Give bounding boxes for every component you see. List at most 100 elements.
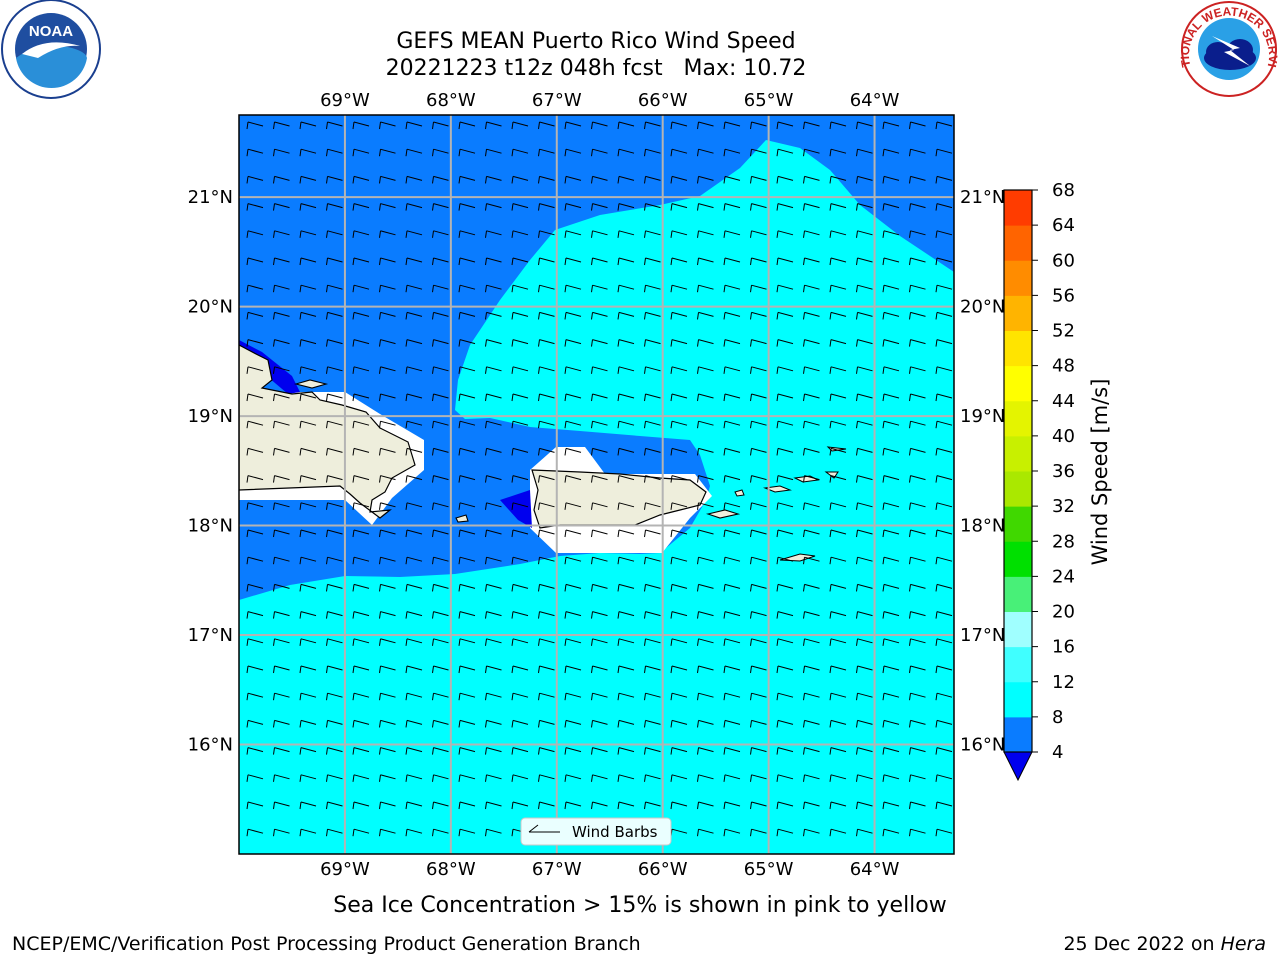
wind-barb: [856, 611, 873, 619]
wind-barb: [405, 393, 423, 402]
wind-barb: [299, 611, 317, 619]
wind-barb: [379, 583, 396, 592]
wind-barb: [723, 583, 741, 592]
colorbar-tick-label: 44: [1052, 391, 1075, 412]
noaa-logo: NOAA: [1, 0, 101, 99]
wind-barb: [591, 774, 608, 782]
wind-barb: [644, 502, 661, 510]
wind-barb: [723, 447, 741, 456]
wind-barb: [829, 774, 847, 782]
wind-barb: [458, 638, 476, 646]
wind-barb: [326, 556, 343, 565]
land-hispaniola: [239, 344, 416, 519]
wind-barb: [670, 339, 688, 347]
wind-barb: [644, 638, 661, 646]
band-8-12: [239, 140, 954, 854]
wind-barb: [776, 420, 794, 429]
wind-barb: [458, 230, 476, 238]
wind-barb: [511, 638, 529, 646]
wind-barb: [829, 311, 847, 320]
wind-barb: [803, 529, 820, 538]
wind-barb: [432, 393, 449, 402]
wind-barb: [485, 638, 502, 646]
wind-barb: [776, 556, 794, 565]
wind-barb: [405, 502, 423, 510]
wind-barb: [352, 611, 370, 619]
wind-barb: [511, 148, 529, 157]
wind-barb: [670, 774, 688, 782]
lon-label-top: 65°W: [744, 90, 794, 111]
wind-barb: [591, 121, 608, 130]
wind-barb: [909, 801, 926, 810]
wind-barb: [776, 638, 794, 646]
wind-barb: [299, 284, 317, 293]
wind-barb: [670, 284, 688, 293]
wind-barb: [273, 447, 290, 456]
wind-barb: [617, 719, 635, 728]
wind-barb: [485, 502, 502, 510]
wind-barb: [326, 339, 343, 347]
wind-barb: [856, 638, 873, 646]
wind-barb: [326, 230, 343, 238]
wind-barb: [617, 502, 635, 510]
wind-barb: [273, 203, 290, 211]
wind-barb: [246, 692, 264, 701]
wind-barb: [591, 475, 608, 483]
lat-label-right: 18°N: [960, 516, 1005, 537]
wind-barb: [829, 284, 847, 293]
wind-barb: [935, 692, 953, 701]
colorbar-tick-label: 4: [1052, 742, 1063, 763]
wind-barb: [485, 284, 502, 293]
wind-barb: [670, 420, 688, 429]
wind-barb: [644, 583, 661, 592]
wind-barb: [909, 556, 926, 565]
wind-barb: [776, 175, 794, 184]
wind-barb: [670, 311, 688, 320]
wind-barb: [379, 502, 396, 510]
wind-barb: [246, 257, 264, 266]
wind-barb: [405, 556, 423, 565]
wind-barb: [273, 420, 290, 429]
wind-barb: [591, 665, 608, 674]
wind-barb: [564, 393, 582, 402]
wind-barb: [538, 366, 555, 374]
wind-barb: [564, 719, 582, 728]
wind-barb: [326, 420, 343, 429]
wind-barb: [352, 121, 370, 130]
lat-label-left: 18°N: [188, 516, 233, 537]
wind-barb: [670, 393, 688, 402]
wind-barb: [803, 611, 820, 619]
wind-barb: [352, 801, 370, 810]
wind-barb: [856, 311, 873, 320]
wind-barb: [776, 339, 794, 347]
wind-barb: [246, 828, 264, 837]
wind-barb: [299, 828, 317, 837]
wind-barb: [246, 284, 264, 293]
colorbar-tick-label: 64: [1052, 215, 1075, 236]
wind-barb: [299, 475, 317, 483]
wind-barb: [697, 447, 714, 456]
wind-barb: [352, 284, 370, 293]
wind-barb: [564, 638, 582, 646]
footer-host: Hera: [1221, 933, 1266, 955]
wind-barb: [803, 475, 820, 483]
wind-barb: [935, 339, 953, 347]
wind-barb: [750, 502, 767, 510]
wind-barb: [485, 175, 502, 184]
wind-barb: [246, 529, 264, 538]
wind-barb: [379, 366, 396, 374]
wind-barb: [617, 148, 635, 157]
wind-barb: [856, 475, 873, 483]
wind-barb: [326, 665, 343, 674]
wind-barb: [829, 339, 847, 347]
wind-barb: [379, 556, 396, 565]
wind-barb: [511, 420, 529, 429]
wind-barb: [564, 230, 582, 238]
wind-barb: [882, 611, 900, 619]
wind-barb: [644, 121, 661, 130]
wind-barb: [432, 665, 449, 674]
wind-barb: [803, 284, 820, 293]
wind-barb: [458, 339, 476, 347]
wind-barb: [776, 475, 794, 483]
wind-barb: [697, 556, 714, 565]
